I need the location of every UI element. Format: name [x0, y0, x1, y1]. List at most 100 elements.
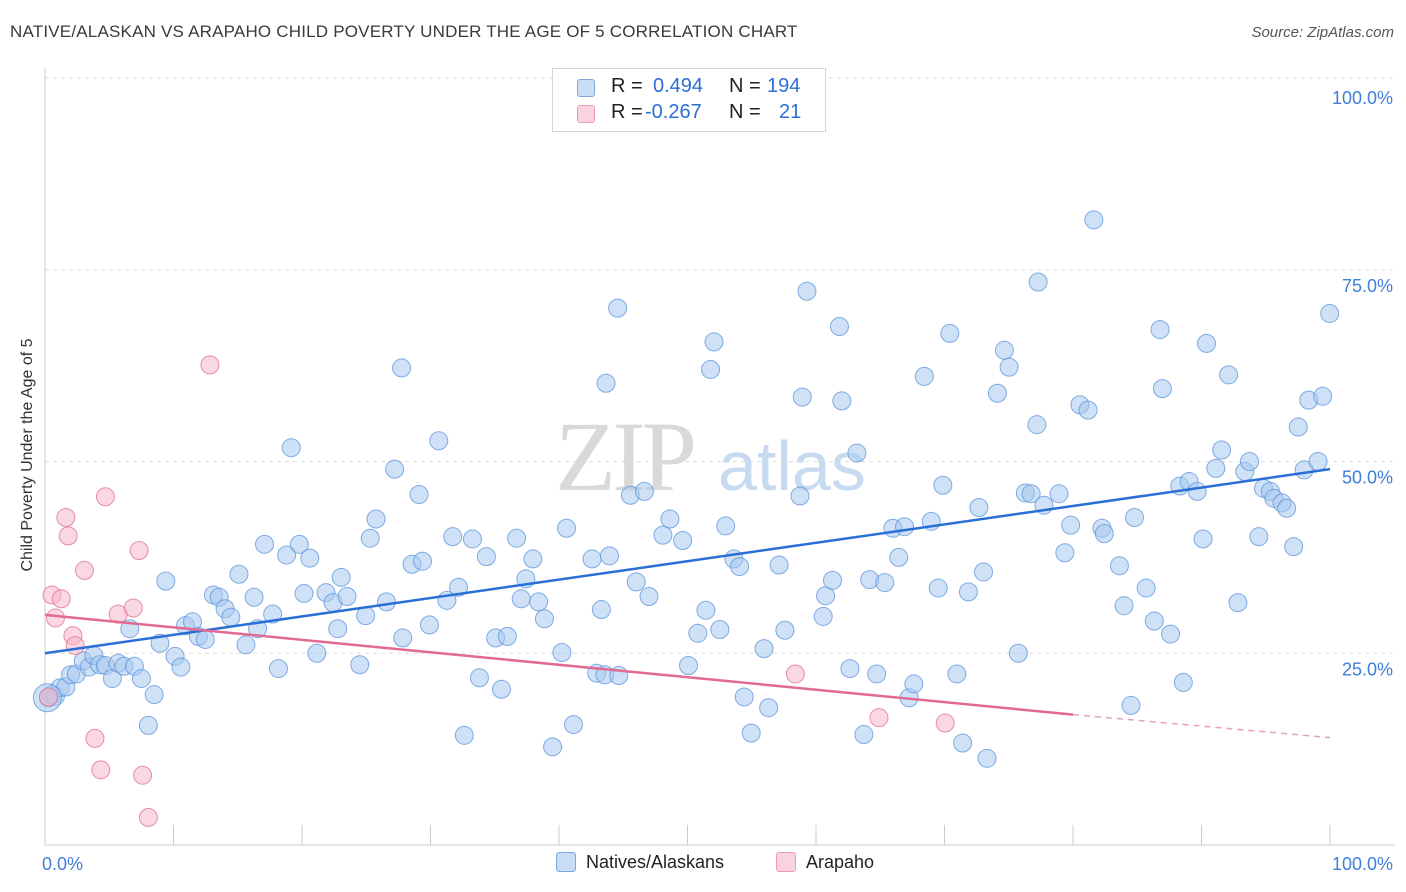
point-natives-alaskans: [600, 546, 620, 566]
point-natives-alaskans: [1152, 379, 1172, 399]
point-natives-alaskans: [1320, 303, 1340, 323]
point-arapaho: [129, 540, 149, 560]
point-arapaho: [65, 636, 85, 656]
point-natives-alaskans: [710, 619, 730, 639]
y-axis-label: Child Poverty Under the Age of 5: [19, 338, 36, 572]
point-natives-alaskans: [969, 498, 989, 518]
point-natives-alaskans: [734, 687, 754, 707]
x-tick-label-min: 0.0%: [42, 854, 83, 874]
point-natives-alaskans: [591, 600, 611, 620]
point-natives-alaskans: [328, 619, 348, 639]
point-natives-alaskans: [1061, 515, 1081, 535]
y-tick-label: 50.0%: [1342, 468, 1393, 488]
legend-n-label: N =: [729, 75, 761, 97]
legend-row-arapaho: R = -0.267 N = 21: [553, 101, 825, 127]
point-natives-alaskans: [507, 528, 527, 548]
point-natives-alaskans: [704, 332, 724, 352]
point-natives-alaskans: [775, 620, 795, 640]
point-arapaho: [123, 598, 143, 618]
legend-n-value: 194: [767, 75, 801, 97]
point-natives-alaskans: [847, 443, 867, 463]
point-natives-alaskans: [875, 573, 895, 593]
point-natives-alaskans: [1161, 624, 1181, 644]
chart-title: NATIVE/ALASKAN VS ARAPAHO CHILD POVERTY …: [10, 22, 798, 41]
grid-lines: [45, 77, 1395, 654]
point-natives-alaskans: [1028, 272, 1048, 292]
point-natives-alaskans: [759, 698, 779, 718]
point-natives-alaskans: [832, 391, 852, 411]
point-natives-alaskans: [443, 527, 463, 547]
point-natives-alaskans: [393, 628, 413, 648]
point-natives-alaskans: [999, 357, 1019, 377]
point-natives-alaskans: [255, 534, 275, 554]
point-natives-alaskans: [889, 547, 909, 567]
point-natives-alaskans: [412, 551, 432, 571]
point-natives-alaskans: [1114, 596, 1134, 616]
point-natives-alaskans: [511, 589, 531, 609]
point-natives-alaskans: [987, 383, 1007, 403]
point-natives-alaskans: [350, 655, 370, 675]
legend-r-label: R =: [611, 75, 643, 97]
trend-line-arapaho-extension: [1072, 713, 1331, 739]
point-natives-alaskans: [294, 583, 314, 603]
point-natives-alaskans: [462, 529, 482, 549]
point-arapaho: [200, 355, 220, 375]
point-natives-alaskans: [1078, 400, 1098, 420]
point-natives-alaskans: [1313, 386, 1333, 406]
point-natives-alaskans: [933, 475, 953, 495]
point-natives-alaskans: [958, 582, 978, 602]
point-arapaho: [51, 589, 71, 609]
point-arapaho: [85, 728, 105, 748]
point-natives-alaskans: [1173, 672, 1193, 692]
point-natives-alaskans: [366, 509, 386, 529]
point-natives-alaskans: [281, 438, 301, 458]
point-natives-alaskans: [454, 725, 474, 745]
point-natives-alaskans: [300, 548, 320, 568]
bottom-legend-swatch-pink: [776, 852, 796, 872]
point-natives-alaskans: [678, 656, 698, 676]
point-arapaho: [935, 713, 955, 733]
legend-row-natives: R = 0.494 N = 194: [553, 75, 825, 101]
point-natives-alaskans: [1308, 452, 1328, 471]
legend-swatch-pink: [577, 105, 595, 123]
legend-swatch-blue: [577, 79, 595, 97]
point-natives-alaskans: [1206, 458, 1226, 478]
point-natives-alaskans: [854, 725, 874, 745]
point-natives-alaskans: [730, 557, 750, 577]
point-natives-alaskans: [660, 509, 680, 529]
trend-line-arapaho: [44, 613, 1074, 716]
point-natives-alaskans: [144, 685, 164, 705]
point-natives-alaskans: [1084, 210, 1104, 230]
point-natives-alaskans: [716, 516, 736, 536]
point-natives-alaskans: [263, 604, 283, 624]
point-natives-alaskans: [974, 562, 994, 582]
legend-box: R = 0.494 N = 194 R = -0.267 N = 21: [552, 68, 826, 132]
point-natives-alaskans: [1240, 452, 1260, 471]
point-natives-alaskans: [977, 748, 997, 768]
point-natives-alaskans: [994, 340, 1014, 360]
point-natives-alaskans: [1021, 484, 1041, 504]
point-natives-alaskans: [1212, 440, 1232, 460]
point-natives-alaskans: [653, 525, 673, 545]
point-natives-alaskans: [171, 657, 191, 677]
point-arapaho: [91, 760, 111, 780]
point-natives-alaskans: [289, 534, 309, 554]
bottom-legend-label: Natives/Alaskans: [586, 852, 725, 872]
point-natives-alaskans: [429, 431, 449, 451]
point-natives-alaskans: [1055, 543, 1075, 563]
point-natives-alaskans: [867, 664, 887, 684]
point-natives-alaskans: [1049, 484, 1069, 504]
bottom-legend-arapaho: Arapaho: [776, 852, 874, 876]
point-natives-alaskans: [673, 531, 693, 551]
point-natives-alaskans: [1219, 365, 1239, 385]
point-arapaho: [56, 507, 76, 527]
y-tick-label: 75.0%: [1342, 276, 1393, 296]
point-natives-alaskans: [543, 737, 563, 757]
point-natives-alaskans: [469, 668, 489, 688]
point-natives-alaskans: [236, 635, 256, 655]
point-natives-alaskans: [419, 615, 439, 635]
point-natives-alaskans: [792, 387, 812, 407]
point-natives-alaskans: [529, 592, 549, 612]
trend-lines: [44, 467, 1331, 739]
point-natives-alaskans: [476, 547, 496, 567]
